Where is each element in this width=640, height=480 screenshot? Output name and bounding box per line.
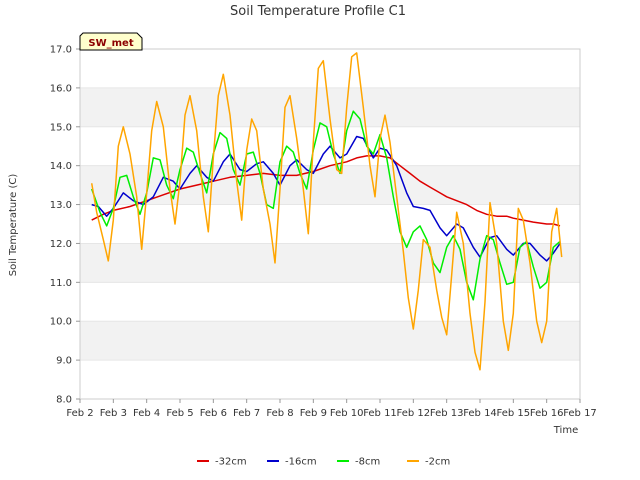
x-tick-label: Feb 15 (497, 408, 531, 419)
x-tick-label: Feb 7 (233, 408, 260, 419)
x-tick-label: Feb 16 (530, 408, 564, 419)
grid-band (80, 49, 580, 88)
station-badge-box (79, 32, 143, 51)
y-tick-labels: 8.0 9.0 10.0 11.0 12.0 13.0 14.0 15.0 16.0 17.0 (50, 45, 80, 406)
series-line-minus-2cm (90, 52, 563, 371)
grid-band (80, 204, 580, 244)
station-badge-label: SW_met (88, 38, 133, 49)
x-tick-label: Feb 10 (330, 408, 364, 419)
plot-border (79, 48, 581, 400)
x-tick-label: Feb 13 (430, 408, 464, 419)
x-tick-label: Feb 2 (66, 408, 93, 419)
x-axis-label: Time (553, 425, 578, 436)
y-tick-label: 9.0 (56, 356, 72, 367)
legend-label: -2cm (425, 457, 450, 468)
y-tick-label: 12.0 (50, 239, 72, 250)
y-tick-label: 15.0 (50, 122, 72, 133)
x-tick-label: Feb 5 (166, 408, 193, 419)
x-tick-label: Feb 17 (563, 408, 597, 419)
x-tick-label: Feb 8 (266, 408, 293, 419)
y-tick-label: 13.0 (50, 200, 72, 211)
y-tick-label: 8.0 (56, 395, 72, 406)
grid-band (80, 282, 580, 322)
x-tick-label: Feb 4 (133, 408, 160, 419)
legend-label: -8cm (355, 457, 380, 468)
grid-band (80, 321, 580, 361)
station-badge: SW_met (79, 32, 143, 51)
x-tick-label: Feb 12 (397, 408, 431, 419)
y-tick-label: 10.0 (50, 317, 72, 328)
y-tick-label: 17.0 (50, 45, 72, 56)
x-tick-label: Feb 9 (300, 408, 327, 419)
y-tick-label: 11.0 (50, 278, 72, 289)
chart-title: Soil Temperature Profile C1 (230, 4, 406, 19)
x-tick-label: Feb 11 (363, 408, 397, 419)
x-tick-label: Feb 6 (200, 408, 227, 419)
background-bands (80, 48, 580, 400)
x-tick-label: Feb 3 (100, 408, 127, 419)
plot-frame (79, 48, 581, 400)
grid-band (80, 165, 580, 205)
series-line-minus-16cm (91, 135, 561, 262)
y-tick-label: 14.0 (50, 161, 72, 172)
x-tick-labels: Feb 2 Feb 3 Feb 4 Feb 5 Feb 6 Feb 7 Feb 8 Feb 9… (66, 399, 597, 419)
legend-label: -16cm (285, 457, 317, 468)
y-tick-label: 16.0 (50, 83, 72, 94)
legend: -32cm -16cm -8cm -2cm (197, 457, 450, 468)
series-lines (90, 52, 563, 371)
series-line-minus-32cm (91, 155, 561, 227)
y-axis-label: Soil Temperature (C) (8, 174, 19, 277)
x-tick-label: Feb 14 (463, 408, 497, 419)
legend-label: -32cm (215, 457, 247, 468)
grid-band (80, 360, 580, 399)
